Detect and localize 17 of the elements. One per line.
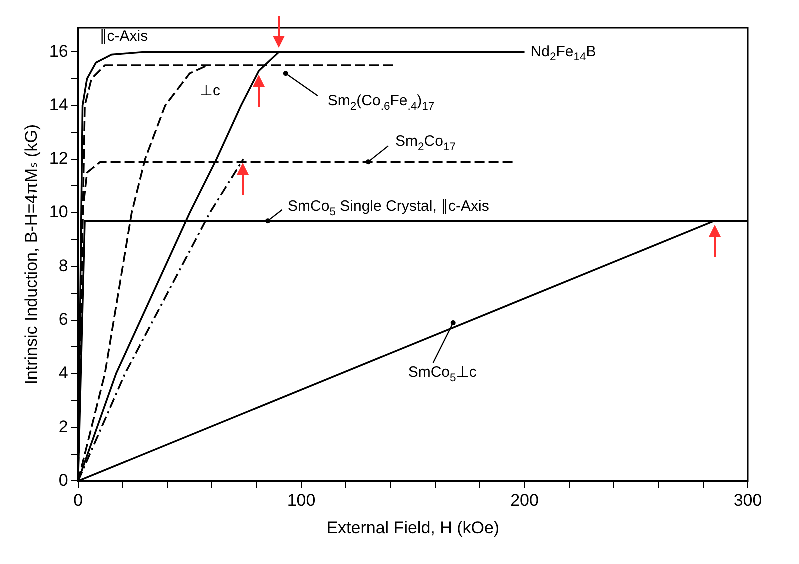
x-tick-label: 0: [74, 491, 84, 510]
y-tick-label: 6: [58, 310, 68, 329]
y-tick-label: 10: [49, 202, 68, 222]
x-tick-label: 200: [510, 491, 539, 510]
x-axis-title: External Field, H (kOe): [326, 518, 500, 538]
x-tick-label: 300: [734, 491, 762, 510]
x-tick-label: 100: [287, 491, 316, 510]
y-tick-label: 0: [58, 470, 68, 490]
y-axis-title: Intrinsic Induction, B-H=4πMₛ (kG): [22, 124, 41, 385]
y-tick-label: 14: [49, 95, 68, 114]
y-tick-label: 4: [58, 364, 68, 383]
y-tick-label: 2: [58, 417, 68, 436]
annotation: ⊥c: [200, 82, 221, 100]
y-tick-label: 16: [49, 42, 68, 61]
annotation: ∥c-Axis: [100, 28, 148, 45]
y-tick-label: 12: [49, 149, 68, 168]
y-tick-label: 8: [58, 256, 68, 276]
